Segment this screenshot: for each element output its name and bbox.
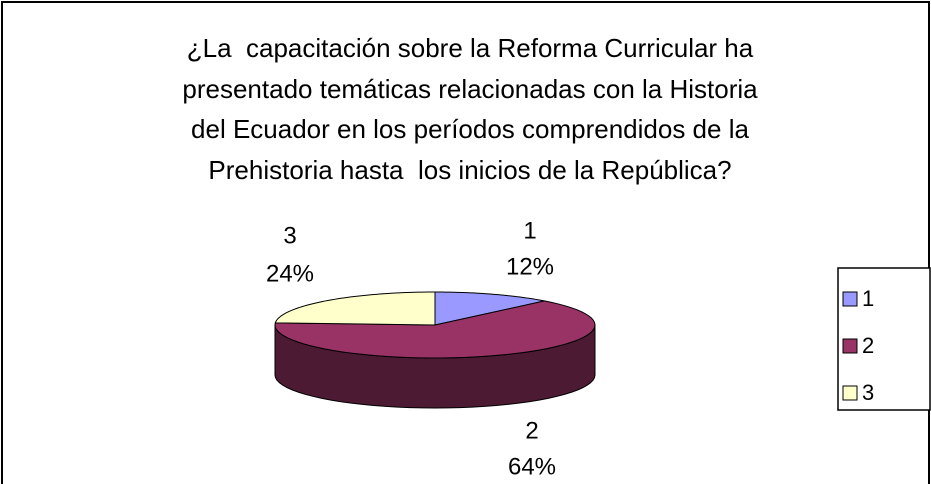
data-label-value: 64% bbox=[508, 453, 556, 480]
legend-swatch bbox=[842, 385, 858, 401]
chart-title: ¿La capacitación sobre la Reforma Curric… bbox=[182, 33, 758, 185]
legend-label: 3 bbox=[862, 380, 874, 405]
pie-slice bbox=[274, 300, 596, 359]
data-label-category: 1 bbox=[523, 217, 536, 244]
legend-label: 2 bbox=[862, 333, 874, 358]
legend-swatch bbox=[842, 291, 858, 307]
data-label-category: 3 bbox=[283, 222, 296, 249]
pie-slice bbox=[434, 291, 545, 326]
data-label-category: 2 bbox=[525, 417, 538, 444]
data-label-value: 12% bbox=[506, 253, 554, 280]
pie-slice bbox=[274, 291, 436, 326]
legend-label: 1 bbox=[862, 286, 874, 311]
legend-swatch bbox=[842, 338, 858, 354]
data-label-value: 24% bbox=[266, 260, 314, 287]
